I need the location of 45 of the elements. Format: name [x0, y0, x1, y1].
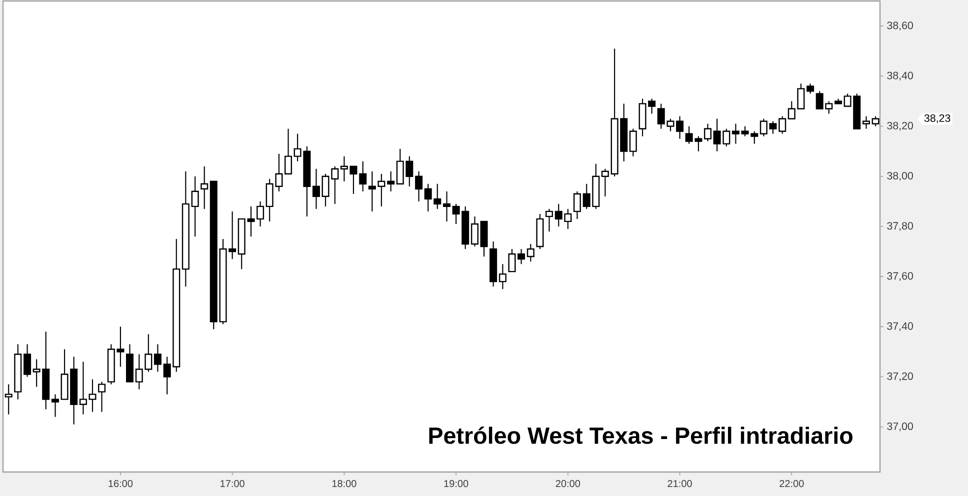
x-tick-label: 22:00	[780, 480, 804, 488]
x-tick-label: 18:00	[332, 480, 356, 488]
candlestick	[498, 264, 506, 290]
candlestick	[415, 170, 423, 202]
y-tick-label: 38,20	[887, 122, 913, 131]
x-tick-label: 20:00	[556, 480, 580, 488]
x-tick-label: 16:00	[108, 480, 133, 488]
candlestick	[629, 128, 637, 157]
candlestick	[191, 176, 199, 238]
y-tick-label: 37,40	[887, 322, 913, 332]
candlestick	[284, 128, 292, 174]
y-tick-label: 38,00	[887, 172, 913, 181]
text: Petróleo West Texas - Perfil intradiario	[429, 426, 852, 444]
x-tick-label: 21:00	[668, 480, 692, 488]
candlestick	[704, 123, 712, 142]
candlestick	[51, 394, 60, 418]
candlestick	[545, 208, 553, 232]
candlestick	[518, 248, 526, 265]
candlestick	[24, 344, 32, 378]
candlestick	[676, 116, 684, 140]
candlestick	[508, 248, 516, 272]
candlestick	[601, 168, 609, 197]
candlestick	[359, 160, 367, 192]
candlestick	[443, 190, 451, 222]
y-tick-label: 37,80	[887, 222, 913, 231]
candlestick	[387, 170, 395, 192]
y-tick-label: 38,60	[887, 22, 913, 30]
y-tick-label: 37,60	[887, 272, 913, 281]
candlestick	[312, 168, 320, 210]
candlestick	[470, 216, 478, 248]
candlestick	[154, 344, 162, 372]
candlestick	[526, 243, 534, 262]
text: 38,23	[924, 114, 950, 124]
y-tick-label: 38,40	[887, 72, 913, 81]
y-tick-label: 37,00	[887, 422, 913, 432]
candlestick	[98, 381, 106, 412]
candlestick	[573, 190, 581, 220]
candlestick	[750, 130, 758, 144]
x-tick-label: 19:00	[444, 480, 468, 488]
candlestick	[200, 166, 208, 210]
candlestick	[862, 116, 870, 130]
candlestick	[806, 83, 814, 94]
y-tick-label: 37,20	[887, 372, 913, 382]
x-tick-label: 17:00	[220, 480, 244, 488]
candlestick	[778, 116, 786, 134]
